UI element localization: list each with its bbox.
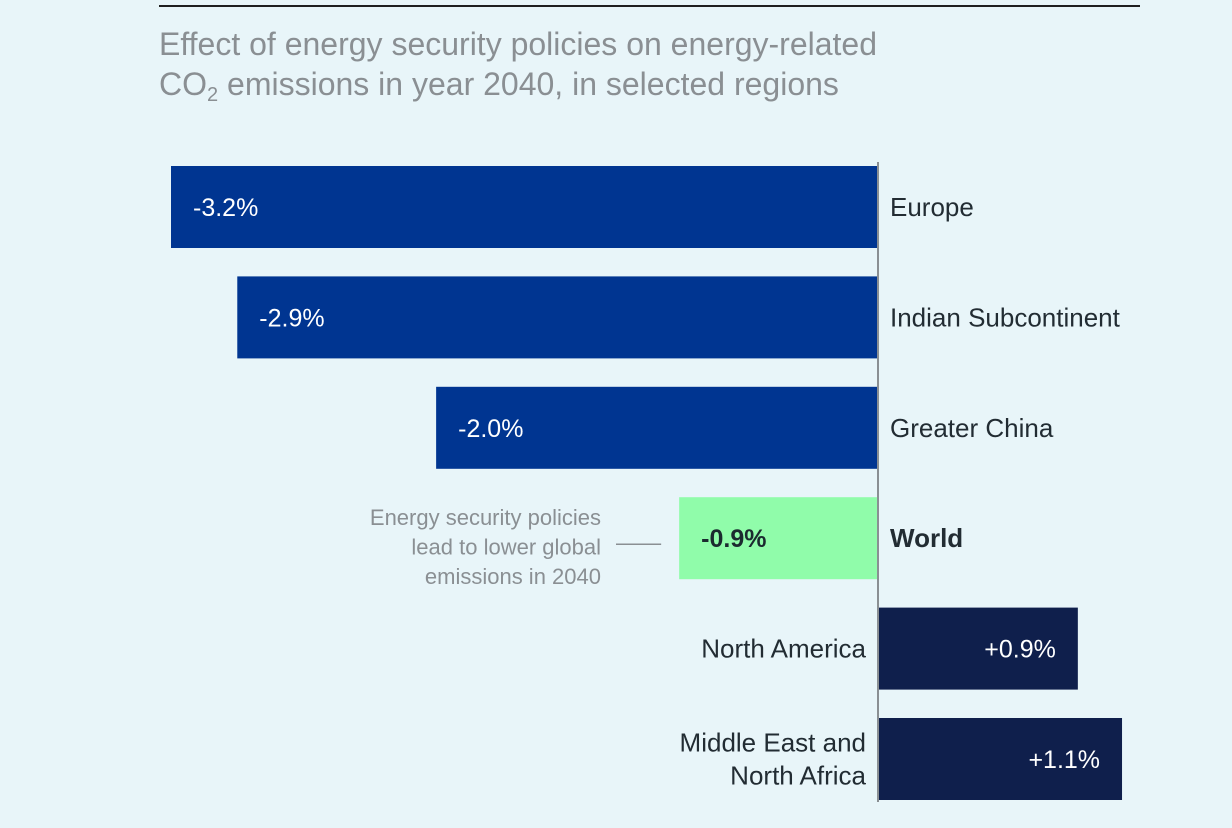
value-label-world: -0.9% bbox=[701, 525, 766, 553]
bar-north-america bbox=[879, 607, 1078, 690]
category-label-north-america: North America bbox=[701, 634, 866, 664]
top-rule bbox=[159, 5, 1140, 7]
chart-title-subscript: 2 bbox=[207, 84, 219, 106]
value-label-indian-subcontinent: -2.9% bbox=[259, 304, 324, 332]
annotation-text: Energy security policies bbox=[370, 505, 601, 530]
category-label-world: World bbox=[890, 523, 963, 553]
bar-greater-china bbox=[436, 386, 878, 469]
value-label-europe: -3.2% bbox=[193, 194, 258, 222]
bar-europe bbox=[171, 166, 878, 248]
category-label-middle-east-and-north-africa: Middle East and bbox=[680, 728, 866, 758]
category-label-europe: Europe bbox=[890, 192, 974, 222]
bar-world bbox=[679, 497, 878, 580]
bar-middle-east-and-north-africa bbox=[879, 718, 1123, 800]
category-label-middle-east-and-north-africa: North Africa bbox=[730, 761, 866, 791]
category-label-indian-subcontinent: Indian Subcontinent bbox=[890, 302, 1121, 332]
value-label-greater-china: -2.0% bbox=[458, 415, 523, 443]
value-label-middle-east-and-north-africa: +1.1% bbox=[1028, 746, 1100, 774]
value-label-north-america: +0.9% bbox=[984, 636, 1056, 664]
chart-title-line1: Effect of energy security policies on en… bbox=[159, 26, 878, 62]
chart-title: Effect of energy security policies on en… bbox=[159, 24, 1059, 106]
category-label-greater-china: Greater China bbox=[890, 413, 1054, 443]
chart-title-line2-prefix: CO bbox=[159, 66, 207, 102]
chart-title-line2-suffix: emissions in year 2040, in selected regi… bbox=[218, 66, 839, 102]
annotation-text: lead to lower global bbox=[411, 535, 601, 560]
bar-indian-subcontinent bbox=[237, 276, 878, 359]
annotation-text: emissions in 2040 bbox=[425, 564, 601, 589]
